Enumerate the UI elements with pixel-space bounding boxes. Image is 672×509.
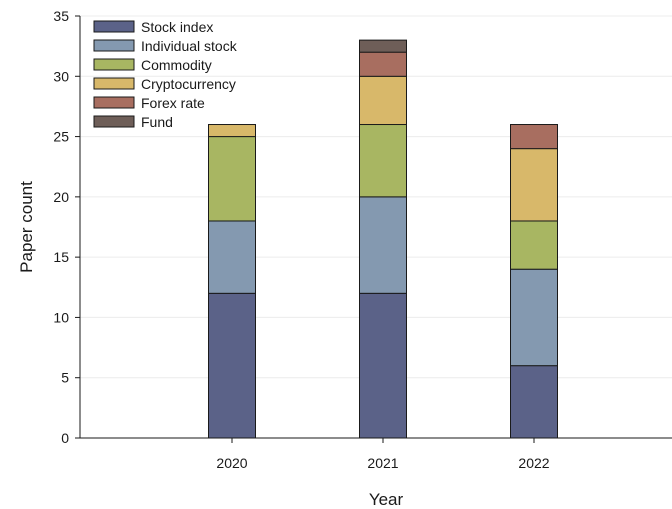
bar-segment [510, 124, 558, 150]
legend-label: Commodity [141, 57, 212, 73]
x-axis-ticks: 2020 2021 2022 [216, 438, 550, 471]
legend: Stock index Individual stock Commodity Cryp… [93, 19, 238, 130]
bar-segment [510, 220, 558, 270]
legend-label: Fund [141, 114, 173, 130]
y-tick-label: 0 [61, 430, 69, 446]
y-tick-label: 30 [53, 68, 69, 84]
legend-swatch [93, 96, 135, 109]
legend-swatch [93, 77, 135, 90]
bar-segment [208, 136, 256, 222]
bar-segment [208, 124, 256, 138]
y-tick-label: 20 [53, 189, 69, 205]
bar-segment [359, 124, 407, 198]
bar-segment [208, 220, 256, 294]
x-tick-label: 2021 [367, 455, 398, 471]
x-axis-title: Year [369, 490, 404, 509]
y-axis-title: Paper count [17, 181, 36, 273]
legend-swatch [93, 39, 135, 52]
y-tick-label: 10 [53, 309, 69, 325]
bars [208, 39, 558, 439]
y-tick-label: 35 [53, 8, 69, 24]
y-tick-label: 15 [53, 249, 69, 265]
legend-label: Forex rate [141, 95, 205, 111]
bar-segment [359, 75, 407, 126]
bar-segment [359, 196, 407, 294]
legend-label: Cryptocurrency [141, 76, 236, 92]
bar-segment [359, 39, 407, 53]
bar-segment [208, 292, 256, 439]
y-tick-label: 5 [61, 370, 69, 386]
y-axis-ticks: 0 5 10 15 20 25 30 35 [53, 8, 80, 446]
bar-segment [510, 148, 558, 222]
bar-segment [359, 51, 407, 77]
legend-label: Stock index [141, 19, 213, 35]
bar-segment [510, 268, 558, 367]
legend-swatch [93, 115, 135, 128]
x-tick-label: 2022 [518, 455, 549, 471]
axes [79, 16, 672, 439]
legend-swatch [93, 58, 135, 71]
legend-swatch [93, 20, 135, 33]
x-tick-label: 2020 [216, 455, 247, 471]
y-tick-label: 25 [53, 129, 69, 145]
bar-segment [359, 292, 407, 439]
bar-segment [510, 365, 558, 439]
legend-label: Individual stock [141, 38, 238, 54]
